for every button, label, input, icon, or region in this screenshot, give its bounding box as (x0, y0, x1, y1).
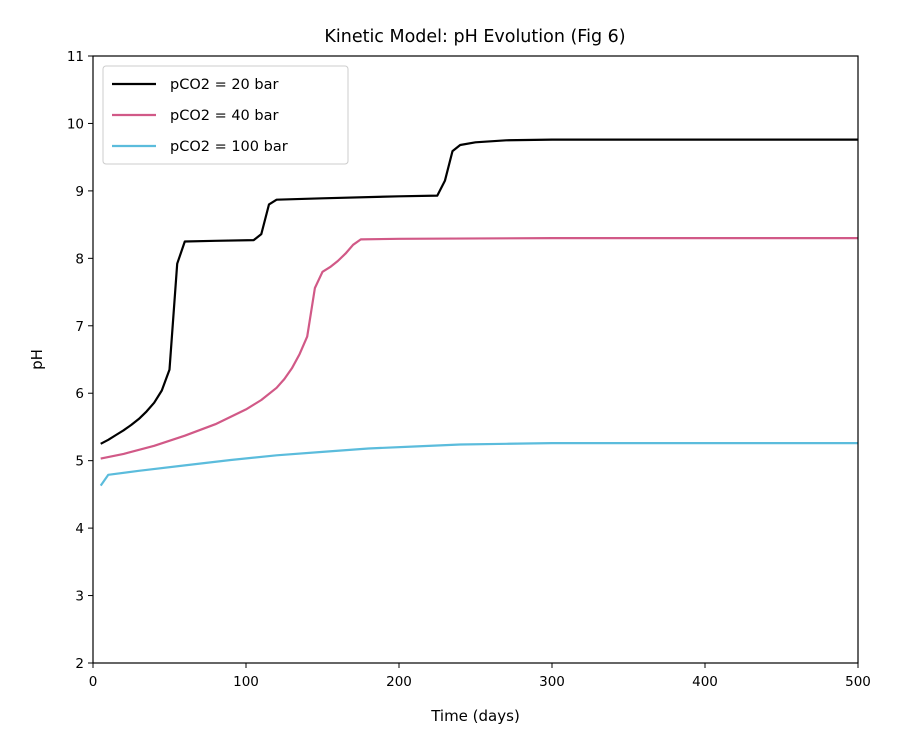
legend-entry-2: pCO2 = 40 bar (170, 108, 278, 124)
x-axis-label: Time (days) (430, 707, 520, 725)
series-line-3 (99, 442, 858, 487)
y-tick-label: 6 (75, 386, 84, 402)
x-tick-label: 300 (539, 674, 565, 690)
plot-frame (92, 55, 859, 664)
series-line-1 (100, 138, 858, 445)
legend-entry-1: pCO2 = 20 bar (170, 77, 278, 93)
x-tick-label: 400 (692, 674, 718, 690)
x-tick-label: 100 (233, 674, 259, 690)
y-tick-label: 2 (75, 656, 84, 672)
y-tick-label: 8 (75, 251, 84, 267)
legend-entry-3: pCO2 = 100 bar (170, 139, 288, 155)
x-tick-label: 200 (386, 674, 412, 690)
y-tick-label: 7 (75, 319, 84, 335)
y-axis: 2 3 4 5 6 7 8 9 10 11 (67, 49, 93, 672)
y-tick-label: 4 (75, 521, 84, 537)
y-tick-label: 9 (75, 184, 84, 200)
legend: pCO2 = 20 bar pCO2 = 40 bar pCO2 = 100 bar (102, 65, 349, 165)
plot-series (99, 138, 858, 487)
y-tick-label: 3 (75, 589, 84, 605)
series-line-2 (100, 237, 858, 460)
legend-box (102, 65, 349, 165)
y-tick-label: 10 (67, 116, 84, 132)
x-tick-label: 500 (845, 674, 871, 690)
y-axis-label: pH (28, 349, 46, 370)
y-tick-label: 5 (75, 454, 84, 470)
chart-title: Kinetic Model: pH Evolution (Fig 6) (324, 27, 625, 47)
x-axis: 0 100 200 300 400 500 (89, 663, 871, 690)
x-tick-label: 0 (89, 674, 98, 690)
y-tick-label: 11 (67, 49, 84, 65)
